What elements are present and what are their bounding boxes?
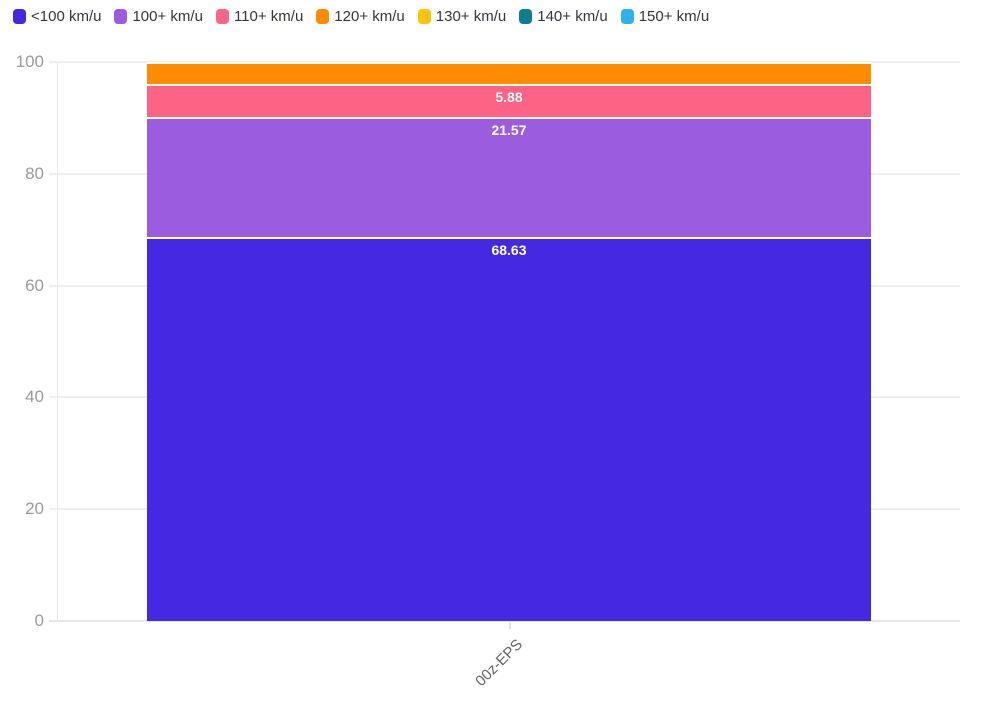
- legend-item-7[interactable]: 150+ km/u: [620, 8, 710, 25]
- y-tick-label: 40: [25, 387, 44, 407]
- legend-swatch: [620, 9, 634, 24]
- bar-segment-100-km-u[interactable]: 21.57: [147, 116, 871, 238]
- legend-item-6[interactable]: 140+ km/u: [519, 8, 608, 25]
- y-tick-label: 80: [25, 163, 44, 183]
- legend-swatch: [215, 9, 229, 24]
- legend-swatch: [114, 9, 128, 24]
- legend-item-5[interactable]: 130+ km/u: [417, 8, 507, 25]
- legend-item-1[interactable]: <100 km/u: [13, 8, 101, 25]
- legend-label: 110+ km/u: [233, 8, 304, 25]
- x-axis-tick: [509, 621, 511, 629]
- legend-label: 100+ km/u: [132, 8, 203, 25]
- x-axis-category-label: 00z-EPS: [472, 636, 527, 690]
- y-axis-line: [57, 62, 58, 621]
- y-tick-label: 0: [34, 611, 44, 630]
- y-tick-label: 20: [25, 499, 44, 519]
- legend-label: 150+ km/u: [638, 8, 710, 25]
- legend: <100 km/u 100+ km/u 110+ km/u 120+ km/u 130+…: [13, 8, 709, 25]
- legend-label: 120+ km/u: [334, 8, 405, 25]
- y-tick-label: 60: [25, 275, 44, 295]
- segment-value-label: 68.63: [491, 242, 527, 259]
- bar-segment-120-km-u[interactable]: [147, 62, 871, 84]
- legend-swatch: [13, 9, 26, 24]
- legend-swatch: [519, 9, 533, 24]
- y-tick-label: 100: [15, 52, 44, 71]
- bar-segment--100-km-u[interactable]: 68.63: [147, 237, 871, 621]
- legend-item-3[interactable]: 110+ km/u: [215, 8, 304, 25]
- legend-label: 140+ km/u: [537, 8, 608, 25]
- legend-item-4[interactable]: 120+ km/u: [316, 8, 405, 25]
- legend-label: <100 km/u: [31, 8, 102, 25]
- legend-item-2[interactable]: 100+ km/u: [114, 8, 203, 25]
- legend-swatch: [316, 9, 330, 24]
- segment-value-label: 21.57: [491, 121, 527, 138]
- bar-segment-110-km-u[interactable]: 5.88: [147, 83, 871, 117]
- y-grid-line: [49, 620, 960, 622]
- legend-swatch: [417, 9, 431, 24]
- segment-value-label: 5.88: [495, 88, 523, 105]
- legend-label: 130+ km/u: [435, 8, 507, 25]
